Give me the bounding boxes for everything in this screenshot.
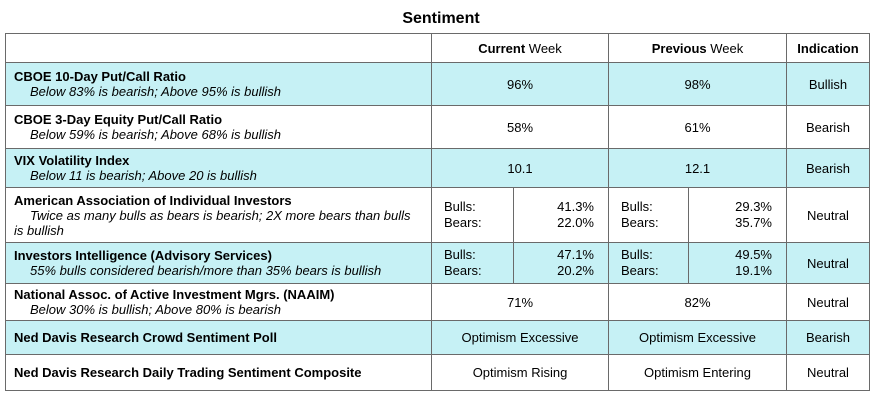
- bears-label: Bears:: [444, 263, 482, 278]
- current-bears: 22.0%: [557, 215, 594, 230]
- current-value: 58%: [431, 105, 609, 149]
- current-value: Optimism Rising: [431, 354, 609, 391]
- previous-bears: 19.1%: [735, 263, 772, 278]
- indicator-name: CBOE 3-Day Equity Put/Call Ratio: [14, 112, 223, 127]
- indicator-cell: National Assoc. of Active Investment Mgr…: [5, 283, 432, 321]
- table-row: Ned Davis Research Daily Trading Sentime…: [5, 354, 870, 391]
- indicator-cell: Investors Intelligence (Advisory Service…: [5, 242, 432, 284]
- current-labels: Bulls: Bears:: [431, 187, 514, 243]
- indication-value: Bearish: [786, 148, 870, 188]
- previous-labels: Bulls: Bears:: [608, 242, 689, 284]
- indicator-description: Below 11 is bearish; Above 20 is bullish: [30, 168, 257, 183]
- previous-value: Optimism Entering: [608, 354, 787, 391]
- previous-values: 29.3% 35.7%: [688, 187, 787, 243]
- table-title: Sentiment: [402, 10, 480, 27]
- current-bulls: 41.3%: [557, 199, 594, 214]
- indicator-cell: Ned Davis Research Crowd Sentiment Poll: [5, 320, 432, 355]
- indicator-name: Investors Intelligence (Advisory Service…: [14, 248, 272, 263]
- table-row: American Association of Individual Inves…: [5, 187, 870, 243]
- indicator-cell: Ned Davis Research Daily Trading Sentime…: [5, 354, 432, 391]
- bears-label: Bears:: [444, 215, 482, 230]
- table-row: Ned Davis Research Crowd Sentiment Poll …: [5, 320, 870, 355]
- indicator-cell: CBOE 3-Day Equity Put/Call Ratio Below 5…: [5, 105, 432, 149]
- current-values: 41.3% 22.0%: [513, 187, 609, 243]
- previous-value: Optimism Excessive: [608, 320, 787, 355]
- bulls-label: Bulls:: [621, 199, 653, 214]
- table-row: National Assoc. of Active Investment Mgr…: [5, 283, 870, 321]
- sentiment-table: Current Week Previous Week Indication CB…: [5, 33, 870, 391]
- current-bulls: 47.1%: [557, 247, 594, 262]
- current-value: Optimism Excessive: [431, 320, 609, 355]
- header-row: Current Week Previous Week Indication: [5, 33, 870, 63]
- previous-values: 49.5% 19.1%: [688, 242, 787, 284]
- indication-value: Neutral: [786, 283, 870, 321]
- previous-value: 61%: [608, 105, 787, 149]
- indication-value: Bullish: [786, 62, 870, 106]
- indicator-description: Below 83% is bearish; Above 95% is bulli…: [30, 84, 281, 99]
- previous-bears: 35.7%: [735, 215, 772, 230]
- indicator-name: CBOE 10-Day Put/Call Ratio: [14, 69, 186, 84]
- indicator-description: Below 59% is bearish; Above 68% is bulli…: [30, 127, 281, 142]
- indicator-name: American Association of Individual Inves…: [14, 192, 292, 208]
- indicator-name: Ned Davis Research Crowd Sentiment Poll: [14, 330, 277, 345]
- table-row: CBOE 10-Day Put/Call Ratio Below 83% is …: [5, 62, 870, 106]
- table-row: CBOE 3-Day Equity Put/Call Ratio Below 5…: [5, 105, 870, 149]
- indicator-cell: VIX Volatility Index Below 11 is bearish…: [5, 148, 432, 188]
- previous-labels: Bulls: Bears:: [608, 187, 689, 243]
- previous-bulls: 29.3%: [735, 199, 772, 214]
- bears-label: Bears:: [621, 215, 659, 230]
- header-indication: Indication: [786, 33, 870, 63]
- bulls-label: Bulls:: [621, 247, 653, 262]
- current-values: 47.1% 20.2%: [513, 242, 609, 284]
- current-value: 96%: [431, 62, 609, 106]
- indication-value: Bearish: [786, 320, 870, 355]
- table-row: Investors Intelligence (Advisory Service…: [5, 242, 870, 284]
- bulls-label: Bulls:: [444, 199, 476, 214]
- indicator-cell: American Association of Individual Inves…: [5, 187, 432, 243]
- table-row: VIX Volatility Index Below 11 is bearish…: [5, 148, 870, 188]
- current-bears: 20.2%: [557, 263, 594, 278]
- indicator-description: Twice as many bulls as bears is bearish;…: [14, 207, 411, 238]
- indication-value: Neutral: [786, 187, 870, 243]
- header-previous-week: Previous Week: [608, 33, 787, 63]
- header-indicator: [5, 33, 432, 63]
- previous-value: 98%: [608, 62, 787, 106]
- indicator-name: National Assoc. of Active Investment Mgr…: [14, 287, 335, 302]
- bulls-label: Bulls:: [444, 247, 476, 262]
- indication-value: Neutral: [786, 242, 870, 284]
- header-current-week: Current Week: [431, 33, 609, 63]
- indication-value: Bearish: [786, 105, 870, 149]
- indicator-description: Below 30% is bullish; Above 80% is beari…: [30, 302, 281, 317]
- indicator-cell: CBOE 10-Day Put/Call Ratio Below 83% is …: [5, 62, 432, 106]
- indicator-name: VIX Volatility Index: [14, 153, 130, 168]
- current-value: 71%: [431, 283, 609, 321]
- indicator-description: 55% bulls considered bearish/more than 3…: [30, 263, 382, 278]
- indication-value: Neutral: [786, 354, 870, 391]
- previous-value: 82%: [608, 283, 787, 321]
- previous-bulls: 49.5%: [735, 247, 772, 262]
- bears-label: Bears:: [621, 263, 659, 278]
- previous-value: 12.1: [608, 148, 787, 188]
- indicator-name: Ned Davis Research Daily Trading Sentime…: [14, 365, 362, 380]
- current-labels: Bulls: Bears:: [431, 242, 514, 284]
- current-value: 10.1: [431, 148, 609, 188]
